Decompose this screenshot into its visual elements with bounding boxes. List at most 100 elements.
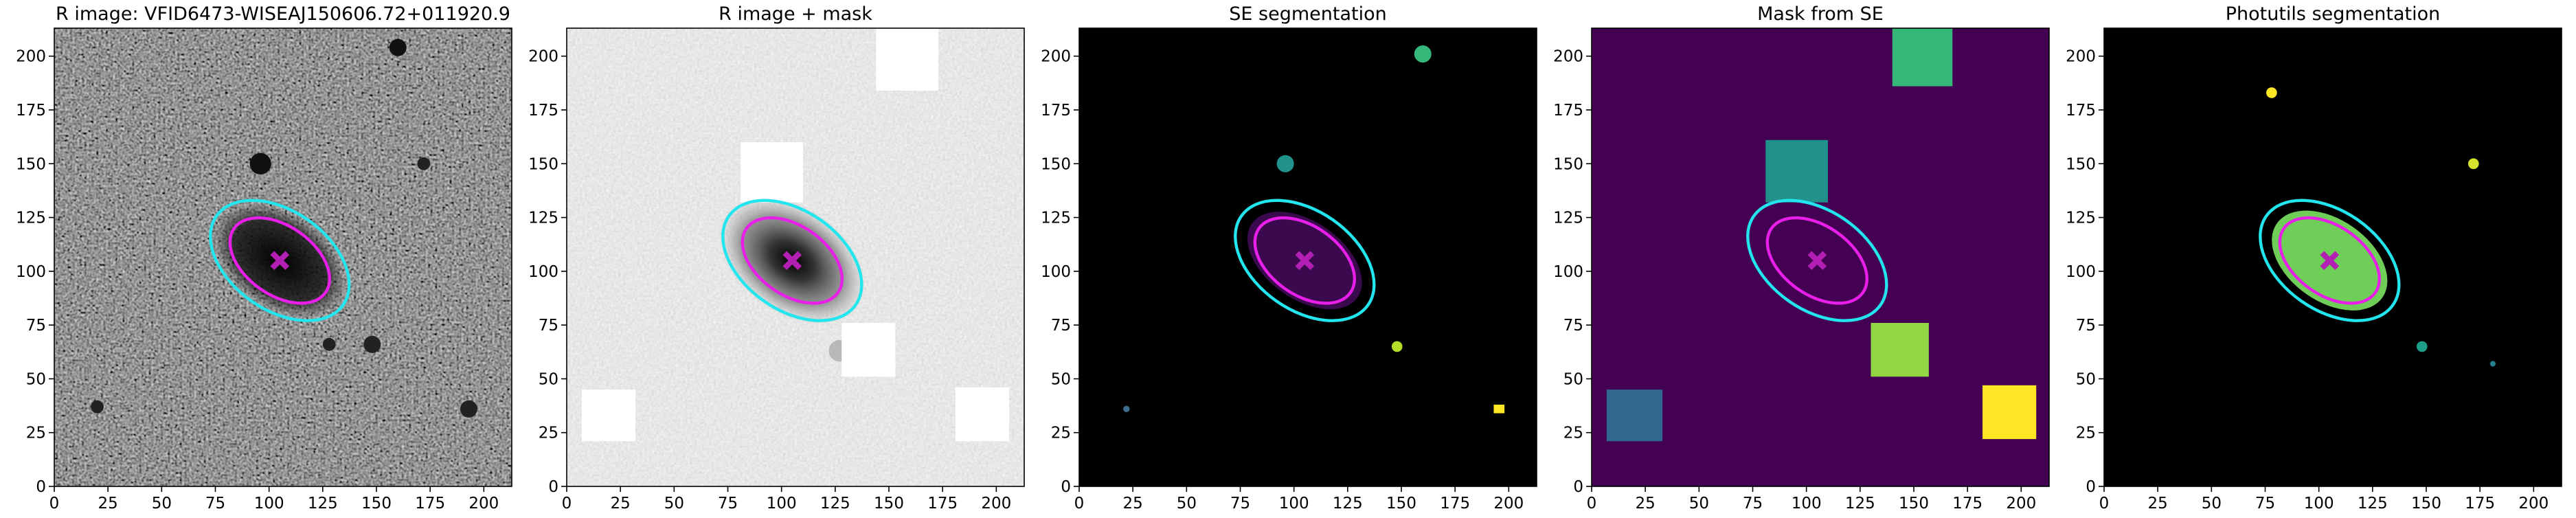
y-tick-label: 150 <box>1041 155 1071 173</box>
x-tick-label: 100 <box>1279 495 1309 513</box>
y-tick-label: 200 <box>1553 48 1583 66</box>
y-tick-label: 150 <box>16 155 46 173</box>
x-tick-label: 125 <box>820 495 850 513</box>
x-tick-label: 50 <box>664 495 684 513</box>
x-tick-label: 125 <box>1845 495 1875 513</box>
y-tick-label: 100 <box>528 263 558 281</box>
x-tick-label: 75 <box>205 495 225 513</box>
y-tick-label: 200 <box>1041 48 1071 66</box>
x-tick-label: 25 <box>98 495 118 513</box>
y-tick-label: 175 <box>1041 102 1071 120</box>
y-tick-label: 125 <box>1553 210 1583 227</box>
x-tick-label: 175 <box>1952 495 1982 513</box>
axes-frame <box>2103 27 2562 487</box>
x-tick-label: 75 <box>718 495 738 513</box>
x-tick-label: 75 <box>2255 495 2275 513</box>
x-tick-label: 0 <box>1587 495 1597 513</box>
y-tick-label: 150 <box>2066 155 2096 173</box>
x-tick-label: 0 <box>562 495 572 513</box>
image-photutils-seg <box>2104 28 2562 486</box>
y-tick-label: 25 <box>2076 425 2096 442</box>
x-tick-label: 50 <box>1689 495 1709 513</box>
x-tick-label: 100 <box>1792 495 1822 513</box>
y-tick-label: 125 <box>16 210 46 227</box>
y-tick-label: 125 <box>2066 210 2096 227</box>
y-tick-label: 175 <box>1553 102 1583 120</box>
x-tick-label: 125 <box>1333 495 1363 513</box>
y-tick-label: 100 <box>16 263 46 281</box>
x-tick-label: 150 <box>874 495 904 513</box>
y-tick-label: 75 <box>1051 317 1071 335</box>
y-tick-label: 125 <box>528 210 558 227</box>
x-tick-label: 200 <box>468 495 499 513</box>
panel-title: SE segmentation <box>1229 3 1386 25</box>
x-tick-label: 200 <box>1493 495 1524 513</box>
x-tick-label: 175 <box>1440 495 1470 513</box>
x-tick-label: 175 <box>927 495 958 513</box>
y-tick-label: 200 <box>16 48 46 66</box>
y-tick-label: 50 <box>1051 370 1071 388</box>
x-tick-label: 200 <box>981 495 1011 513</box>
x-tick-label: 200 <box>2518 495 2549 513</box>
x-tick-label: 150 <box>1899 495 1929 513</box>
y-tick-label: 0 <box>548 478 558 496</box>
panel-title: Mask from SE <box>1757 3 1884 25</box>
axes-frame <box>54 27 512 487</box>
y-tick-label: 50 <box>539 370 558 388</box>
y-tick-label: 25 <box>539 425 558 442</box>
y-tick-label: 0 <box>36 478 46 496</box>
image-r <box>54 28 512 486</box>
axes-frame <box>1078 27 1537 487</box>
x-tick-label: 50 <box>152 495 172 513</box>
x-tick-label: 175 <box>415 495 445 513</box>
x-tick-label: 150 <box>361 495 392 513</box>
x-tick-label: 100 <box>254 495 284 513</box>
x-tick-label: 175 <box>2465 495 2495 513</box>
panel-title: R image: VFID6473-WISEAJ150606.72+011920… <box>56 3 510 25</box>
y-tick-label: 0 <box>1573 478 1583 496</box>
image-se-seg <box>1079 28 1537 486</box>
x-tick-label: 50 <box>2202 495 2222 513</box>
y-tick-label: 50 <box>2076 370 2096 388</box>
panel-title: R image + mask <box>719 3 872 25</box>
x-tick-label: 75 <box>1230 495 1250 513</box>
x-tick-label: 100 <box>767 495 797 513</box>
x-tick-label: 75 <box>1743 495 1763 513</box>
y-tick-label: 25 <box>1051 425 1071 442</box>
x-tick-label: 125 <box>308 495 338 513</box>
axes-frame <box>566 27 1025 487</box>
x-tick-label: 200 <box>2006 495 2036 513</box>
y-tick-label: 0 <box>1061 478 1071 496</box>
y-tick-label: 75 <box>26 317 46 335</box>
x-tick-label: 25 <box>1636 495 1656 513</box>
x-tick-label: 25 <box>2148 495 2168 513</box>
y-tick-label: 175 <box>2066 102 2096 120</box>
x-tick-label: 125 <box>2358 495 2388 513</box>
y-tick-label: 50 <box>26 370 46 388</box>
y-tick-label: 175 <box>16 102 46 120</box>
image-r-mask <box>567 28 1024 486</box>
y-tick-label: 25 <box>1563 425 1583 442</box>
y-tick-label: 100 <box>1553 263 1583 281</box>
x-tick-label: 50 <box>1177 495 1197 513</box>
y-tick-label: 175 <box>528 102 558 120</box>
y-tick-label: 100 <box>1041 263 1071 281</box>
y-tick-label: 125 <box>1041 210 1071 227</box>
x-tick-label: 150 <box>1386 495 1416 513</box>
image-mask-se <box>1592 28 2049 486</box>
x-tick-label: 0 <box>1074 495 1085 513</box>
x-tick-label: 0 <box>2099 495 2110 513</box>
panel-title: Photutils segmentation <box>2226 3 2441 25</box>
y-tick-label: 75 <box>539 317 558 335</box>
x-tick-label: 25 <box>1123 495 1143 513</box>
y-tick-label: 75 <box>1563 317 1583 335</box>
axes-frame <box>1591 27 2050 487</box>
y-tick-label: 50 <box>1563 370 1583 388</box>
x-tick-label: 150 <box>2411 495 2441 513</box>
x-tick-label: 25 <box>611 495 631 513</box>
y-tick-label: 100 <box>2066 263 2096 281</box>
x-tick-label: 0 <box>49 495 60 513</box>
y-tick-label: 200 <box>2066 48 2096 66</box>
